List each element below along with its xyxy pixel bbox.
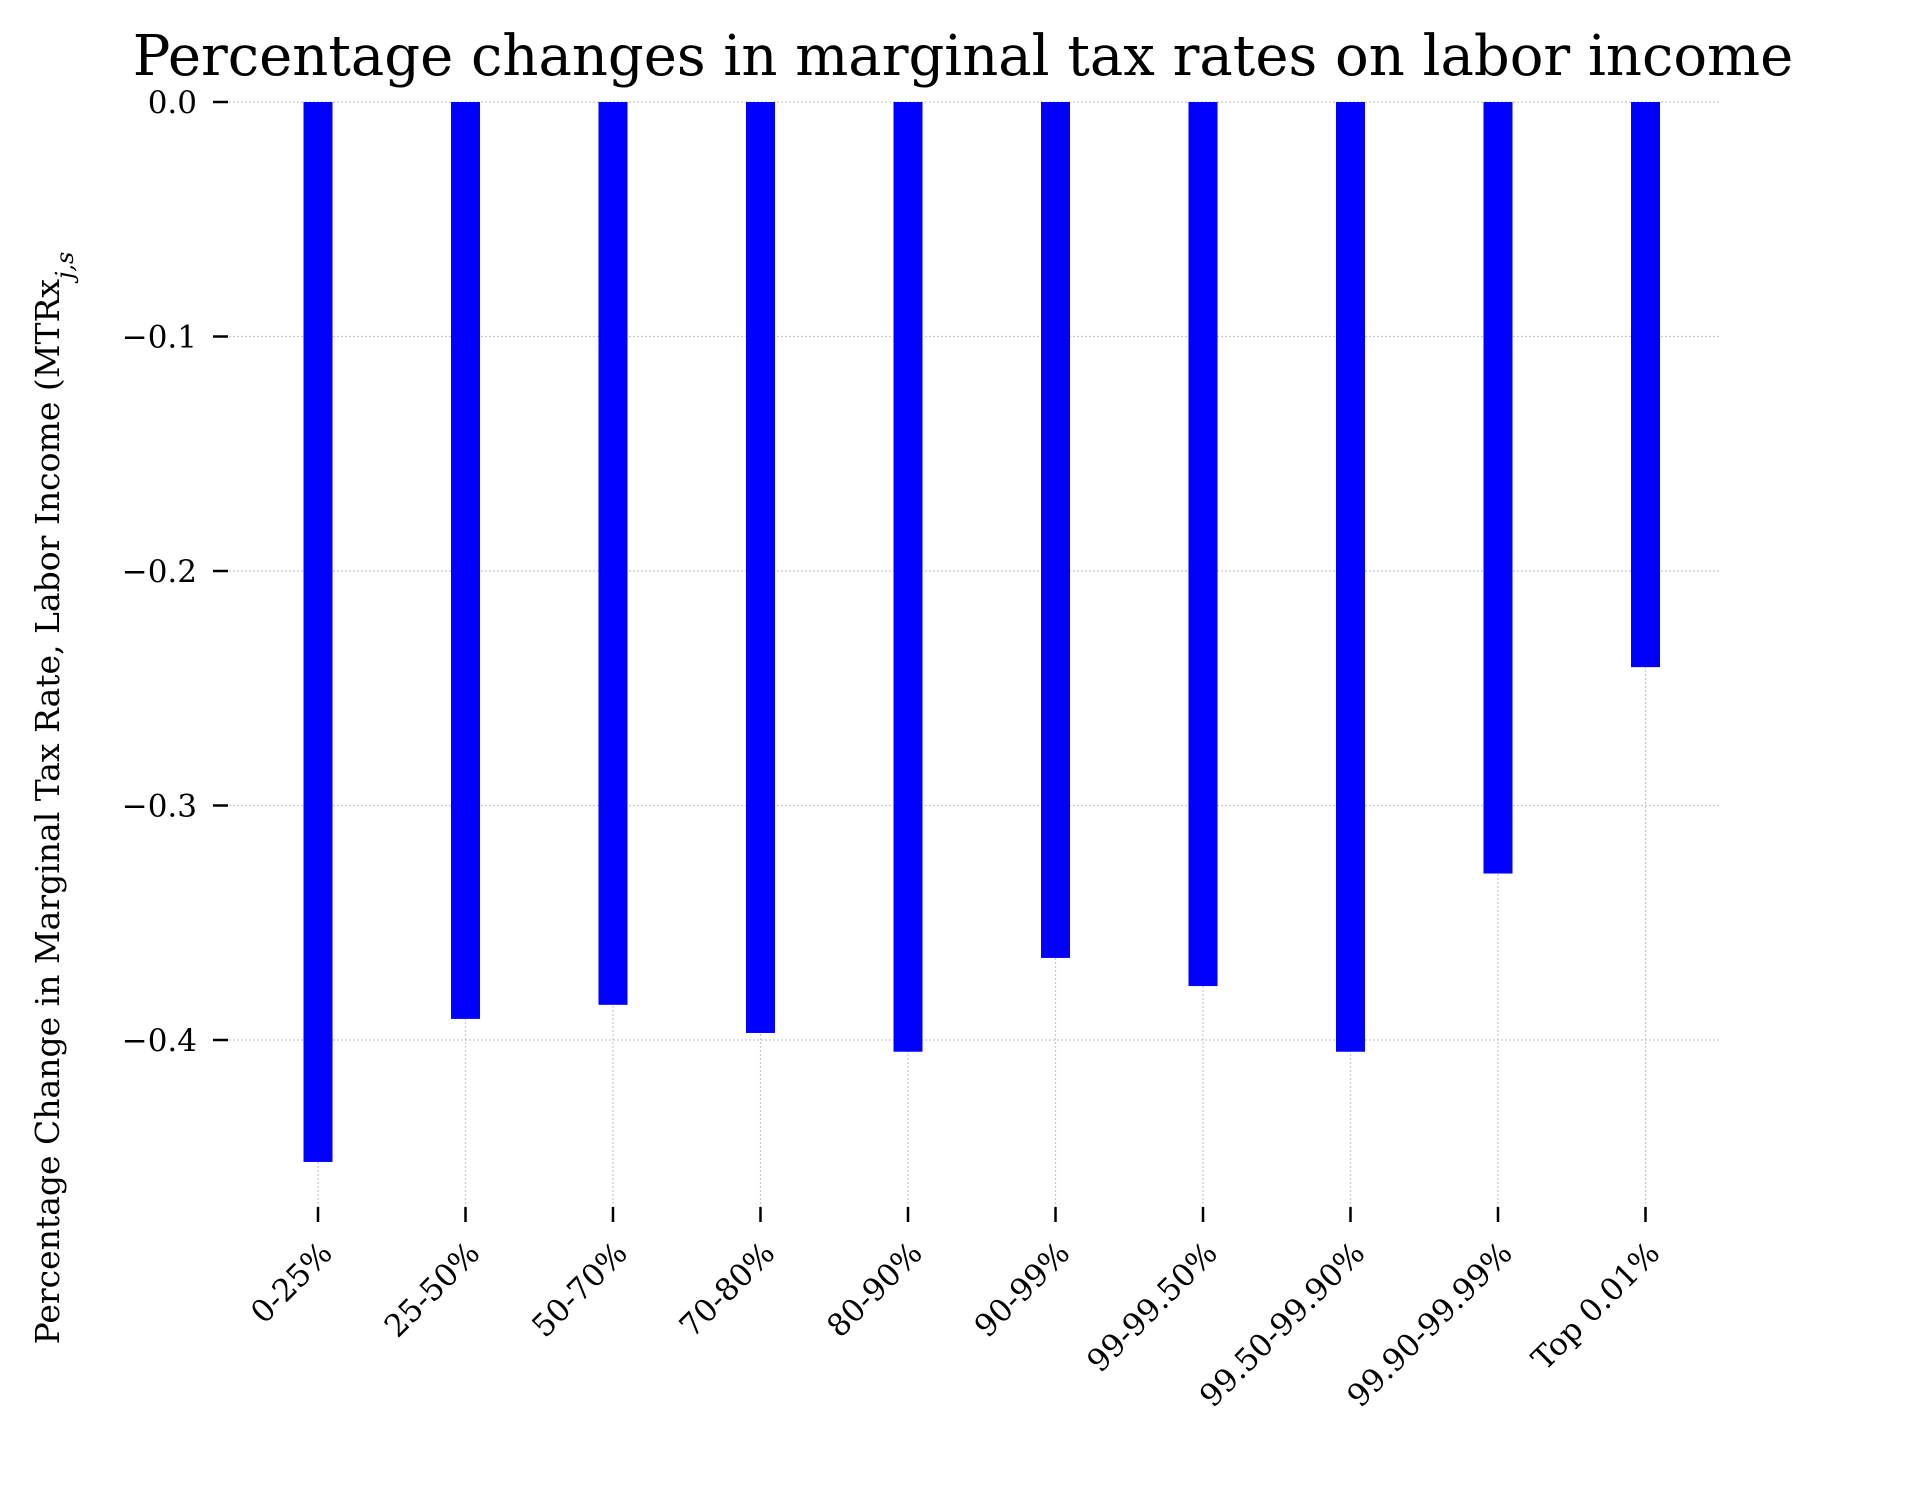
bar (1336, 102, 1365, 1052)
y-tick-label: −0.4 (122, 1023, 197, 1059)
bar (1483, 102, 1513, 874)
bar (1631, 102, 1660, 668)
chart-title: Percentage changes in marginal tax rates… (133, 24, 1794, 89)
bar (1188, 102, 1218, 987)
bar (598, 102, 628, 1005)
y-axis-label: Percentage Change in Marginal Tax Rate, … (28, 252, 79, 1345)
x-tick-label: 99-99.50% (1080, 1235, 1224, 1379)
x-tick-label: 25-50% (378, 1235, 487, 1344)
bar (451, 102, 480, 1019)
y-axis-label-subscript: j,s (51, 252, 79, 284)
x-tick-label: Top 0.01% (1525, 1235, 1667, 1377)
y-tick-label: −0.3 (122, 789, 197, 825)
y-axis-label-main: Percentage Change in Marginal Tax Rate, … (28, 279, 67, 1345)
bar (303, 102, 333, 1162)
x-tick-label: 90-99% (968, 1235, 1077, 1344)
bar (893, 102, 923, 1052)
bar (1041, 102, 1070, 958)
y-tick-label: −0.2 (122, 554, 197, 590)
x-tick-label: 0-25% (244, 1235, 340, 1331)
bar (746, 102, 775, 1033)
bars (303, 102, 1660, 1162)
y-tick-label: −0.1 (122, 320, 197, 356)
y-tick-label: 0.0 (148, 85, 197, 121)
x-tick-label: 80-90% (820, 1235, 929, 1344)
x-tick-label: 70-80% (673, 1235, 782, 1344)
x-axis: 0-25% 25-50% 50-70% 70-80% 80-90% 90-99% 99-99… (244, 1207, 1667, 1414)
x-tick-label: 50-70% (525, 1235, 634, 1344)
y-axis: 0.0 −0.1 −0.2 −0.3 −0.4 (122, 85, 228, 1059)
